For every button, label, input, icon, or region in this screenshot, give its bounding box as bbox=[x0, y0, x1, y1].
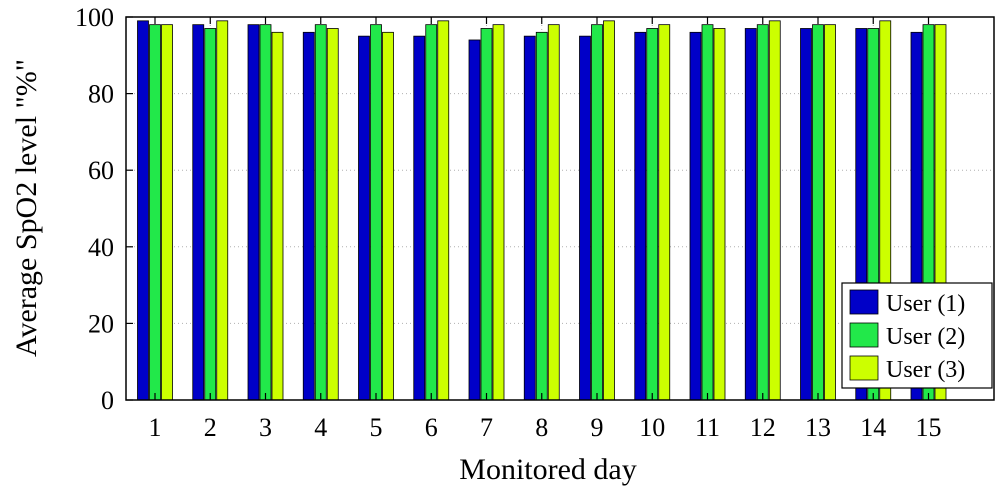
bar-series-2-day-3 bbox=[259, 24, 272, 401]
bar-series-1-day-3 bbox=[247, 24, 260, 401]
y-tick-label: 40 bbox=[88, 233, 114, 262]
bar-series-3-day-5 bbox=[382, 31, 394, 401]
bar-series-2-day-11 bbox=[701, 24, 714, 401]
y-tick-label: 60 bbox=[88, 156, 114, 185]
x-tick-label: 3 bbox=[259, 413, 272, 442]
x-tick-label: 4 bbox=[314, 413, 327, 442]
bar-series-1-day-6 bbox=[413, 35, 426, 401]
x-tick-label: 15 bbox=[916, 413, 942, 442]
x-tick-label: 9 bbox=[591, 413, 604, 442]
bar-series-1-day-7 bbox=[468, 39, 481, 401]
bar-series-2-day-9 bbox=[591, 24, 603, 401]
bar-series-2-day-8 bbox=[535, 31, 548, 401]
x-tick-label: 12 bbox=[750, 413, 776, 442]
legend-swatch-series-2 bbox=[849, 322, 879, 348]
x-tick-label: 6 bbox=[425, 413, 438, 442]
bar-series-3-day-10 bbox=[658, 24, 671, 401]
bar-series-2-day-12 bbox=[756, 24, 769, 401]
bar-series-1-day-4 bbox=[302, 31, 315, 401]
x-axis-ticks: 1 2 3 4 5 6 7 8 9 10 11 12 13 14 15 bbox=[149, 17, 942, 442]
x-tick-label: 11 bbox=[695, 413, 720, 442]
y-axis-ticks: 0 20 40 60 80 100 bbox=[75, 3, 133, 415]
x-tick-label: 5 bbox=[370, 413, 383, 442]
y-tick-label: 20 bbox=[88, 309, 114, 338]
bar-series-2-day-5 bbox=[370, 24, 382, 401]
bar-series-3-day-3 bbox=[271, 31, 284, 401]
bar-series-3-day-11 bbox=[713, 28, 726, 401]
bar-series-3-day-8 bbox=[547, 24, 560, 401]
bar-series-2-day-1 bbox=[149, 24, 161, 401]
bar-series-3-day-13 bbox=[824, 24, 836, 401]
x-tick-label: 2 bbox=[204, 413, 217, 442]
legend-label-series-3: User (3) bbox=[886, 357, 965, 383]
bar-series-1-day-2 bbox=[192, 24, 205, 401]
bar-series-3-day-9 bbox=[603, 20, 615, 401]
bar-series-2-day-7 bbox=[480, 28, 493, 401]
bar-series-2-day-13 bbox=[812, 24, 824, 401]
bar-series-3-day-4 bbox=[326, 28, 339, 401]
bar-series-3-day-6 bbox=[437, 20, 450, 401]
bar-series-2-day-6 bbox=[425, 24, 438, 401]
x-axis-label: Monitored day bbox=[459, 453, 636, 486]
bar-series-3-day-1 bbox=[161, 24, 173, 401]
x-tick-label: 7 bbox=[480, 413, 493, 442]
bar-series-3-day-12 bbox=[768, 20, 781, 401]
bar-series-3-day-2 bbox=[216, 20, 229, 401]
bar-series-3-day-7 bbox=[492, 24, 505, 401]
bar-series-1-day-5 bbox=[358, 35, 370, 401]
x-tick-label: 14 bbox=[860, 413, 886, 442]
y-tick-label: 100 bbox=[75, 3, 114, 32]
x-tick-label: 8 bbox=[535, 413, 548, 442]
legend-label-series-2: User (2) bbox=[886, 324, 965, 350]
bar-series-1-day-13 bbox=[800, 28, 812, 401]
bar-series-2-day-10 bbox=[646, 28, 659, 401]
y-tick-label: 0 bbox=[101, 386, 114, 415]
x-tick-label: 1 bbox=[149, 413, 162, 442]
legend: User (1) User (2) User (3) bbox=[841, 282, 993, 389]
x-tick-label: 13 bbox=[805, 413, 831, 442]
legend-label-series-1: User (1) bbox=[886, 291, 965, 317]
legend-swatch-series-1 bbox=[849, 289, 879, 315]
bar-series-1-day-10 bbox=[634, 31, 647, 401]
bar-series-1-day-9 bbox=[579, 35, 591, 401]
legend-swatch-series-3 bbox=[849, 355, 879, 381]
bar-series-1-day-1 bbox=[137, 20, 149, 401]
bar-series-1-day-11 bbox=[689, 31, 702, 401]
y-axis-label: Average SpO2 level "%" bbox=[10, 59, 43, 357]
bar-series-1-day-12 bbox=[744, 28, 757, 401]
bar-series-2-day-2 bbox=[204, 28, 217, 401]
bar-series-1-day-8 bbox=[523, 35, 536, 401]
plot-frame bbox=[125, 16, 995, 401]
x-tick-label: 10 bbox=[639, 413, 665, 442]
bar-series-2-day-4 bbox=[314, 24, 327, 401]
y-tick-label: 80 bbox=[88, 80, 114, 109]
bars bbox=[137, 20, 947, 401]
